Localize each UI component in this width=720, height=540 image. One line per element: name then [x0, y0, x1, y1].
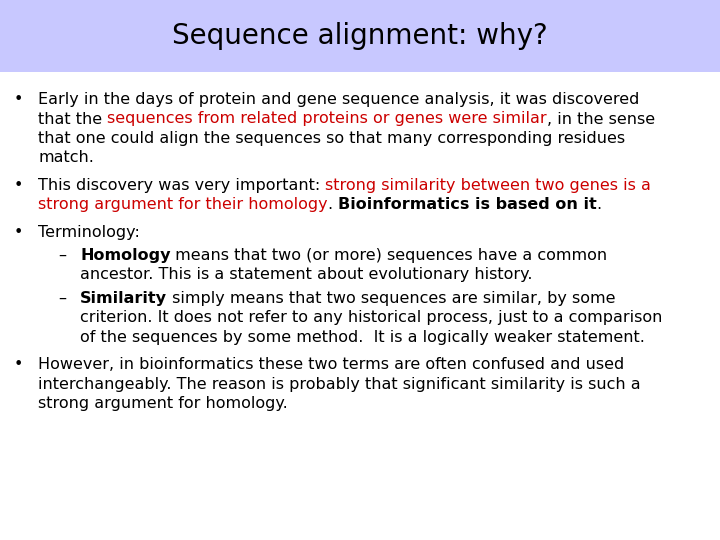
- Text: Similarity: Similarity: [80, 291, 167, 306]
- Text: –: –: [58, 291, 66, 306]
- Text: Bioinformatics is based on it: Bioinformatics is based on it: [338, 197, 597, 212]
- Text: of the sequences by some method.  It is a logically weaker statement.: of the sequences by some method. It is a…: [80, 330, 645, 345]
- Text: •: •: [13, 357, 23, 372]
- Text: •: •: [13, 92, 23, 107]
- Text: that the: that the: [38, 111, 107, 126]
- Text: However, in bioinformatics these two terms are often confused and used: However, in bioinformatics these two ter…: [38, 357, 624, 372]
- Text: Sequence alignment: why?: Sequence alignment: why?: [172, 22, 548, 50]
- Text: •: •: [13, 178, 23, 193]
- Text: that one could align the sequences so that many corresponding residues: that one could align the sequences so th…: [38, 131, 625, 146]
- Text: strong argument for homology.: strong argument for homology.: [38, 396, 288, 411]
- Text: criterion. It does not refer to any historical process, just to a comparison: criterion. It does not refer to any hist…: [80, 310, 662, 326]
- Text: •: •: [13, 225, 23, 240]
- Text: match.: match.: [38, 151, 94, 165]
- Text: ancestor. This is a statement about evolutionary history.: ancestor. This is a statement about evol…: [80, 267, 533, 282]
- Text: –: –: [58, 248, 66, 263]
- Text: .: .: [328, 197, 338, 212]
- Text: means that two (or more) sequences have a common: means that two (or more) sequences have …: [171, 248, 608, 263]
- Text: .: .: [597, 197, 602, 212]
- Text: , in the sense: , in the sense: [547, 111, 655, 126]
- Text: interchangeably. The reason is probably that significant similarity is such a: interchangeably. The reason is probably …: [38, 377, 641, 392]
- Text: strong similarity between two genes is a: strong similarity between two genes is a: [325, 178, 652, 193]
- Bar: [0, 0, 720, 72]
- Text: simply means that two sequences are similar, by some: simply means that two sequences are simi…: [167, 291, 616, 306]
- Text: strong argument for their homology: strong argument for their homology: [38, 197, 328, 212]
- Text: This discovery was very important:: This discovery was very important:: [38, 178, 325, 193]
- Text: Early in the days of protein and gene sequence analysis, it was discovered: Early in the days of protein and gene se…: [38, 92, 639, 107]
- Text: sequences from related proteins or genes were similar: sequences from related proteins or genes…: [107, 111, 547, 126]
- Text: Homology: Homology: [80, 248, 171, 263]
- Text: Terminology:: Terminology:: [38, 225, 140, 240]
